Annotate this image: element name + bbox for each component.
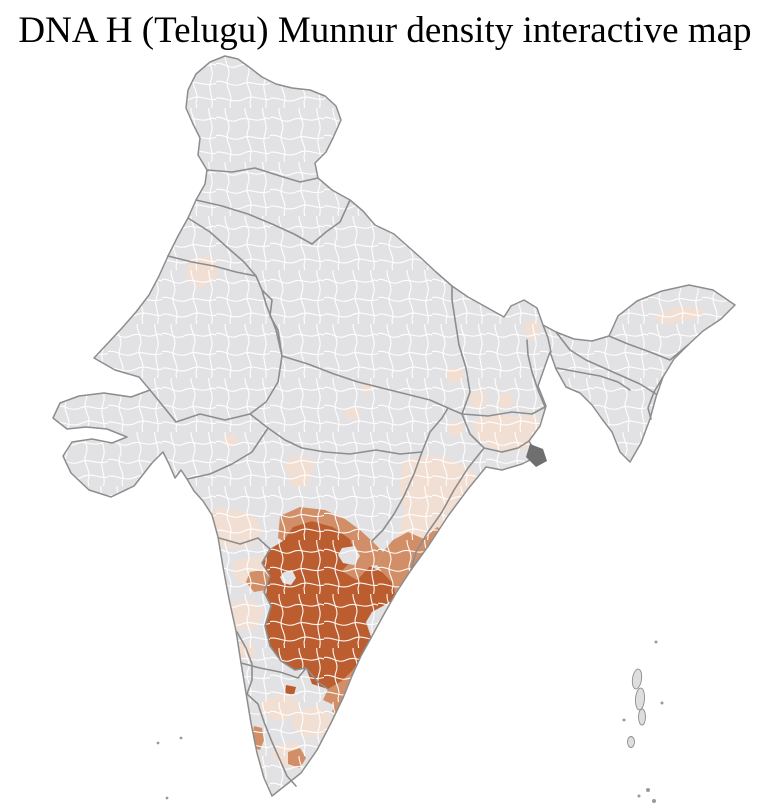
state-borders bbox=[149, 167, 689, 787]
map-title: DNA H (Telugu) Munnur density interactiv… bbox=[18, 10, 752, 51]
andaman-nicobar-islands[interactable] bbox=[622, 640, 664, 804]
country-outline bbox=[52, 55, 736, 797]
lakshadweep-islands[interactable] bbox=[156, 736, 183, 800]
sundarbans-region bbox=[526, 444, 547, 467]
